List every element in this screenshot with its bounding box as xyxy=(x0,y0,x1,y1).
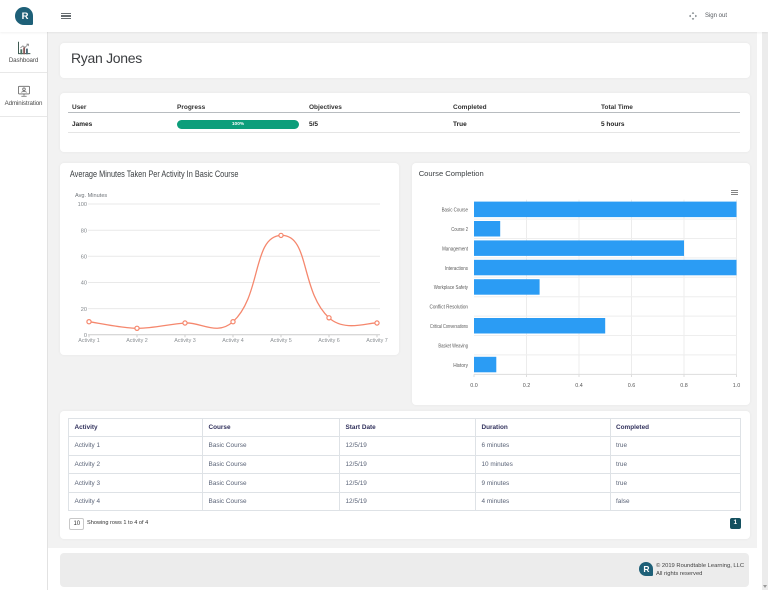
svg-text:Avg. Minutes: Avg. Minutes xyxy=(75,193,107,199)
svg-text:Basic Course: Basic Course xyxy=(442,207,468,213)
svg-text:40: 40 xyxy=(81,280,87,286)
svg-text:20: 20 xyxy=(81,306,87,312)
svg-text:100: 100 xyxy=(78,202,87,208)
svg-text:0.6: 0.6 xyxy=(628,383,636,389)
svg-text:Basket Weaving: Basket Weaving xyxy=(438,343,468,349)
svg-text:Conflict Resolution: Conflict Resolution xyxy=(430,304,469,310)
svg-text:Activity 2: Activity 2 xyxy=(126,338,148,344)
svg-text:Interactions: Interactions xyxy=(445,265,468,271)
svg-text:History: History xyxy=(453,362,468,368)
svg-text:60: 60 xyxy=(81,254,87,260)
svg-text:Activity 3: Activity 3 xyxy=(174,338,196,344)
svg-text:Course Completion: Course Completion xyxy=(419,169,484,178)
svg-text:0.0: 0.0 xyxy=(470,383,478,389)
svg-text:Activity 6: Activity 6 xyxy=(318,338,340,344)
svg-text:80: 80 xyxy=(81,228,87,234)
svg-text:1.0: 1.0 xyxy=(733,383,741,389)
svg-text:Management: Management xyxy=(442,246,468,252)
svg-text:Activity 7: Activity 7 xyxy=(366,338,388,344)
svg-text:Activity 4: Activity 4 xyxy=(222,338,244,344)
svg-text:Course 2: Course 2 xyxy=(451,227,468,233)
svg-text:Workplace Safety: Workplace Safety xyxy=(434,285,469,291)
svg-text:0.2: 0.2 xyxy=(523,383,531,389)
svg-text:0: 0 xyxy=(84,333,87,339)
svg-text:0.4: 0.4 xyxy=(575,383,583,389)
svg-text:Critical Conversations: Critical Conversations xyxy=(430,324,468,330)
svg-text:0.8: 0.8 xyxy=(680,383,688,389)
svg-text:Activity 1: Activity 1 xyxy=(78,338,100,344)
svg-text:Activity 5: Activity 5 xyxy=(270,338,292,344)
svg-text:Average Minutes Taken Per Acti: Average Minutes Taken Per Activity In Ba… xyxy=(70,169,239,179)
